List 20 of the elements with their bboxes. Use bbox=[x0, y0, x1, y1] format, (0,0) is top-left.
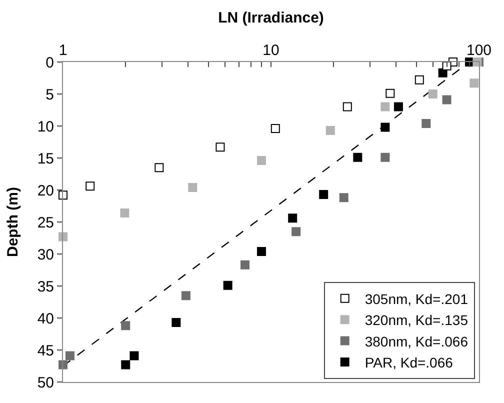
y-tick-label: 30 bbox=[37, 246, 54, 264]
legend-label: 380nm, Kd=.066 bbox=[364, 333, 468, 350]
y-tick-label: 0 bbox=[46, 54, 54, 72]
y-tick-label: 50 bbox=[37, 374, 54, 392]
x-tick-label: 10 bbox=[262, 42, 280, 59]
legend-label: PAR, Kd=.066 bbox=[364, 354, 454, 370]
legend-label: 320nm, Kd=.135 bbox=[364, 312, 468, 328]
x-tick-label: 100 bbox=[466, 42, 492, 59]
x-axis-title: LN (Irradiance) bbox=[218, 9, 324, 26]
y-tick-label: 35 bbox=[37, 278, 54, 296]
y-tick-label: 20 bbox=[37, 182, 54, 200]
y-tick-label: 10 bbox=[37, 118, 54, 136]
y-tick-label: 25 bbox=[37, 214, 54, 232]
y-tick-label: 5 bbox=[46, 86, 54, 104]
legend-label: 305nm, Kd=.201 bbox=[364, 290, 468, 307]
y-tick-label: 45 bbox=[37, 342, 54, 360]
x-tick-label: 1 bbox=[58, 42, 68, 59]
y-tick-label: 40 bbox=[37, 310, 54, 328]
y-axis-title: Depth (m) bbox=[4, 187, 22, 257]
y-tick-label: 15 bbox=[37, 150, 54, 168]
